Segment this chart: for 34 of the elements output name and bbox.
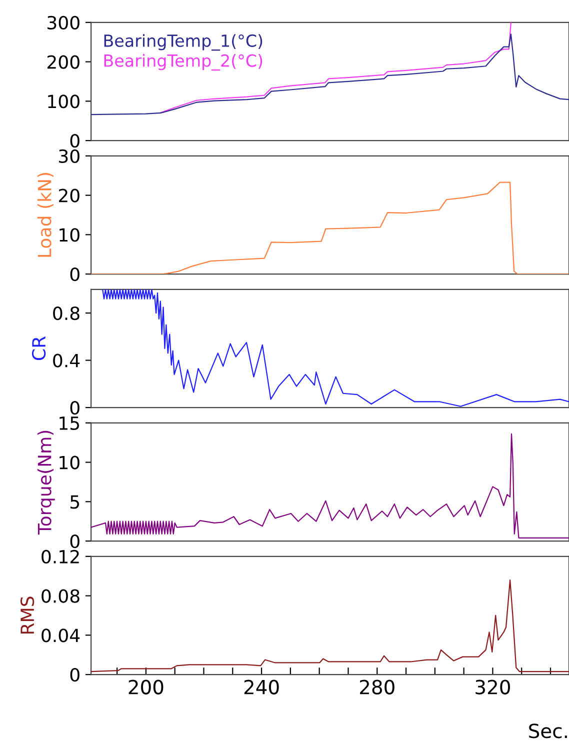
y-tick-label: 0.8: [53, 306, 80, 320]
y-tick-label: 0: [70, 668, 80, 682]
line-series: [91, 433, 569, 538]
x-axis-title: Sec.: [529, 724, 567, 738]
line-series: [91, 579, 569, 672]
x-tick-label: 320: [476, 680, 510, 694]
y-axis-title: RMS: [20, 596, 34, 634]
x-tick-label: 280: [360, 680, 394, 694]
y-tick-label: 100: [48, 94, 80, 108]
y-axis-title: Torque(Nm): [37, 430, 55, 535]
text: BearingTemp_1(°C): [104, 34, 262, 51]
line-series: [102, 289, 569, 407]
y-tick-label: 0.12: [42, 550, 79, 564]
y-tick-label: 20: [58, 188, 80, 202]
y-tick-label: 300: [48, 16, 80, 30]
y-axis-title: Load (kN): [37, 172, 54, 257]
x-tick-label: 200: [128, 680, 164, 694]
y-tick-label: 0.04: [42, 628, 80, 642]
y-tick-label: 0: [70, 401, 80, 415]
y-tick-label: 5: [70, 495, 80, 509]
y-tick-label: 10: [60, 228, 80, 242]
y-tick-label: 0: [70, 268, 80, 282]
y-axis-title: CR: [32, 336, 46, 360]
y-tick-label: 0.08: [42, 589, 80, 603]
y-tick-label: 30: [59, 149, 80, 164]
series-label: BearingTemp_2(°C): [104, 54, 262, 71]
y-tick-label: 200: [47, 55, 80, 69]
y-tick-label: 0: [70, 534, 80, 548]
y-tick-label: 10: [60, 456, 80, 470]
x-tick-label: 240: [244, 680, 279, 694]
y-tick-label: 15: [60, 416, 80, 430]
y-tick-label: 0: [70, 134, 80, 148]
y-tick-label: 0.4: [53, 354, 80, 368]
line-series: [91, 34, 569, 116]
